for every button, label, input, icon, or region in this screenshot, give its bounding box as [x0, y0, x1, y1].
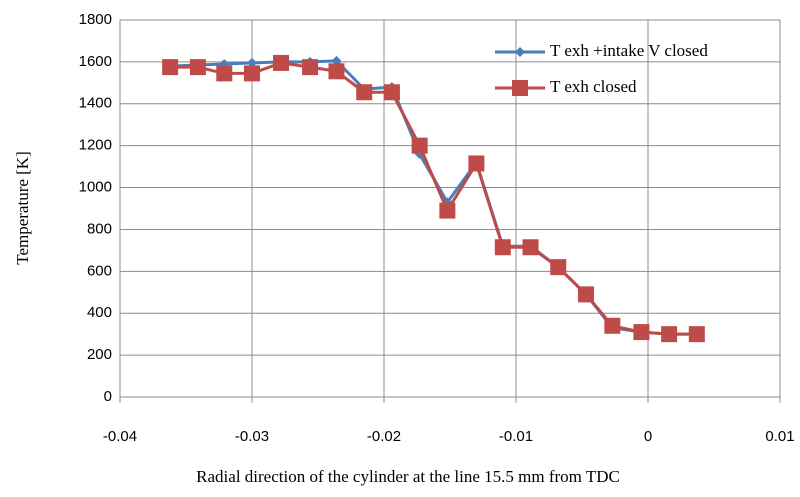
marker: [522, 239, 539, 256]
y-tick-label: 1800: [79, 11, 112, 28]
y-axis-label: Temperature [K]: [13, 151, 32, 265]
marker: [468, 155, 485, 172]
x-tick-label: -0.04: [103, 428, 137, 445]
x-tick-label: -0.02: [367, 428, 401, 445]
y-tick-label: 200: [87, 346, 112, 363]
marker: [302, 59, 319, 76]
marker: [661, 326, 678, 343]
marker: [688, 326, 705, 343]
y-tick-label: 0: [104, 388, 112, 405]
y-tick-label: 600: [87, 262, 112, 279]
series-line: [170, 59, 697, 336]
legend-label: T exh closed: [550, 77, 637, 96]
y-tick-label: 400: [87, 304, 112, 321]
marker: [577, 286, 594, 303]
marker: [411, 137, 428, 154]
plot-border: [119, 19, 781, 398]
y-tick-label: 800: [87, 220, 112, 237]
legend-label: T exh +intake V closed: [550, 41, 708, 60]
x-tick-label: 0.01: [765, 428, 794, 445]
legend-marker: [512, 80, 528, 96]
y-tick-label: 1000: [79, 179, 112, 196]
x-axis-label: Radial direction of the cylinder at the …: [196, 467, 620, 486]
marker: [550, 259, 567, 276]
marker: [383, 84, 400, 101]
marker: [356, 84, 373, 101]
y-tick-label: 1200: [79, 137, 112, 154]
x-tick-label: 0: [644, 428, 652, 445]
y-tick-label: 1400: [79, 95, 112, 112]
marker: [244, 65, 260, 82]
marker: [633, 324, 650, 341]
marker: [328, 63, 345, 80]
marker: [273, 54, 290, 71]
marker: [189, 59, 206, 76]
marker: [216, 65, 233, 82]
legend-marker: [515, 47, 525, 57]
x-tick-label: -0.03: [235, 428, 269, 445]
marker: [439, 202, 456, 219]
marker: [604, 317, 621, 334]
x-tick-label: -0.01: [499, 428, 533, 445]
marker: [162, 59, 179, 76]
y-tick-label: 1600: [79, 53, 112, 70]
marker: [494, 239, 511, 256]
